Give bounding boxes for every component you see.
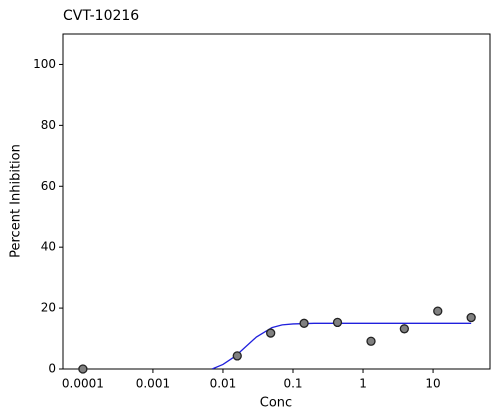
y-tick-label: 100 (33, 57, 56, 71)
data-point (433, 306, 443, 316)
x-tick-label: 0.01 (210, 377, 237, 391)
fit-curve (211, 322, 472, 369)
y-tick-label: 60 (41, 179, 56, 193)
chart-title: CVT-10216 (63, 8, 139, 24)
y-tick-label: 20 (41, 301, 56, 315)
data-point (466, 312, 476, 323)
data-point (266, 328, 276, 338)
data-point (332, 317, 343, 328)
data-point (366, 336, 376, 346)
x-tick-label: 0.0001 (62, 377, 104, 391)
data-point (78, 364, 88, 374)
x-tick-label: 0.001 (136, 377, 170, 391)
x-axis-label: Conc (260, 396, 292, 411)
data-point (399, 324, 409, 334)
x-tick-label: 10 (425, 377, 440, 391)
x-tick-label: 1 (359, 377, 367, 391)
data-point (299, 318, 309, 328)
y-tick-label: 80 (41, 118, 56, 132)
y-axis-label: Percent Inhibition (9, 144, 24, 258)
data-point (232, 351, 242, 361)
plot-frame (62, 33, 491, 370)
y-tick-label: 40 (41, 240, 56, 254)
x-tick-label: 0.1 (283, 377, 302, 391)
y-tick-label: 0 (48, 362, 56, 376)
